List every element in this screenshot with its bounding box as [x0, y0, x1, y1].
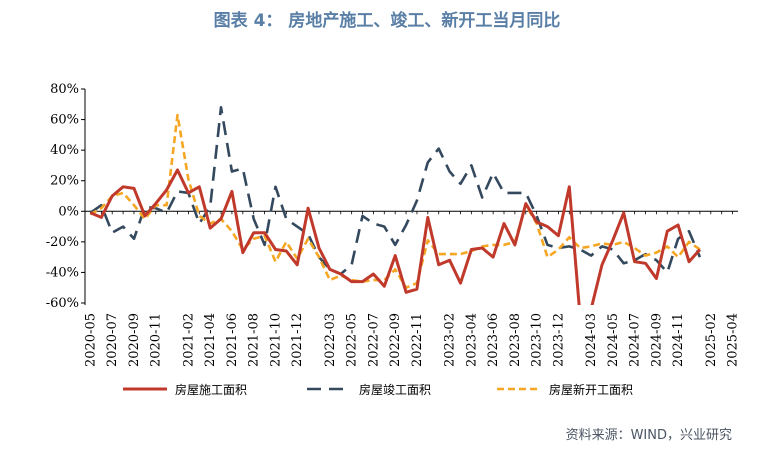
x-tick-label: 2022-09 — [388, 313, 403, 367]
x-tick-label: 2024-05 — [606, 313, 621, 367]
x-tick-label: 2023-10 — [530, 313, 545, 367]
x-tick-label: 2021-04 — [203, 313, 218, 367]
x-tick-label: 2024-09 — [649, 313, 664, 367]
x-tick-label: 2021-12 — [290, 313, 305, 367]
x-tick-label: 2020-05 — [83, 313, 98, 367]
y-tick-label: 60% — [50, 113, 79, 128]
x-tick-label: 2023-08 — [508, 313, 523, 367]
x-tick-label: 2025-02 — [704, 313, 719, 367]
series-line-3 — [89, 113, 701, 290]
y-tick-label: -40% — [46, 265, 79, 280]
x-tick-label: 2020-11 — [149, 313, 164, 367]
legend-label-1: 房屋施工面积 — [175, 382, 247, 397]
x-tick-label: 2021-08 — [247, 313, 262, 367]
y-tick-label: 20% — [50, 174, 79, 189]
x-tick-label: 2022-05 — [345, 313, 360, 367]
x-tick-label: 2022-11 — [410, 313, 425, 367]
legend-label-2: 房屋竣工面积 — [359, 382, 431, 397]
legend-label-3: 房屋新开工面积 — [549, 382, 633, 397]
series-line-2 — [89, 106, 702, 276]
chart-title: 图表 4： 房地产施工、竣工、新开工当月同比 — [213, 11, 561, 31]
x-tick-label: 2022-03 — [323, 313, 338, 367]
x-tick-label: 2024-03 — [584, 313, 599, 367]
y-axis: 80% 60% 40% 20% 0% -20% -40% -60% — [46, 82, 86, 311]
y-tick-label: 0% — [58, 204, 79, 219]
x-tick-label: 2024-11 — [671, 313, 686, 367]
y-tick-label: 40% — [50, 143, 79, 158]
source-note: 资料来源：WIND，兴业研究 — [565, 428, 732, 443]
x-tick-label: 2021-02 — [181, 313, 196, 367]
x-tick-label: 2023-04 — [464, 313, 479, 367]
x-tick-label: 2021-10 — [268, 313, 283, 367]
legend: 房屋施工面积 房屋竣工面积 房屋新开工面积 — [123, 382, 633, 397]
x-tick-label: 2023-12 — [551, 313, 566, 367]
x-tick-label: 2024-07 — [628, 313, 643, 367]
x-tick-label: 2023-02 — [443, 313, 458, 367]
x-tick-label: 2023-06 — [486, 313, 501, 367]
series-layer — [89, 106, 702, 305]
y-tick-label: 80% — [50, 82, 79, 97]
y-tick-label: -60% — [46, 296, 79, 311]
x-tick-label: 2022-07 — [366, 313, 381, 367]
series-line-1 — [89, 168, 702, 305]
x-tick-label: 2020-07 — [105, 313, 120, 367]
y-tick-label: -20% — [46, 235, 79, 250]
x-tick-label: 2025-04 — [726, 313, 741, 367]
x-tick-label: 2020-09 — [127, 313, 142, 367]
x-tick-label: 2021-06 — [225, 313, 240, 367]
